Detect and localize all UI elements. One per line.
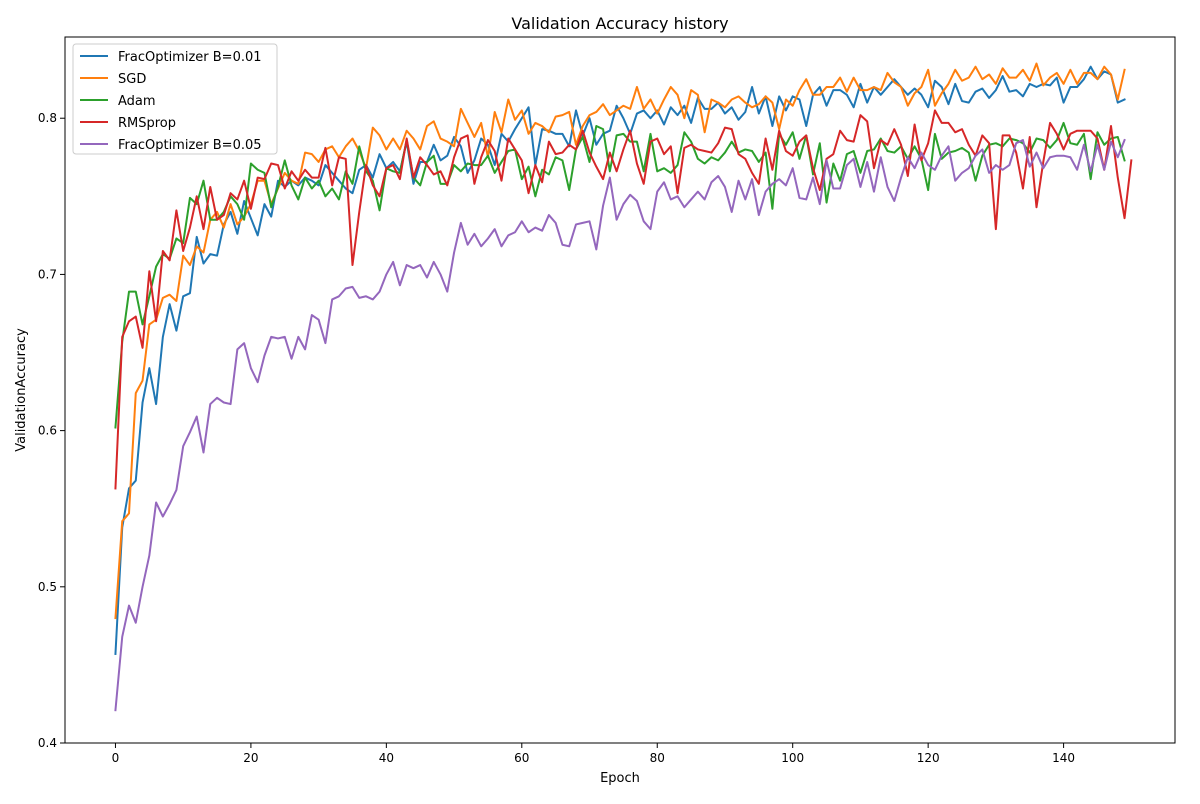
series-layer: [114, 62, 1133, 712]
legend-label-3: RMSprop: [118, 116, 176, 131]
y-axis-label: ValidationAccuracy: [14, 328, 29, 452]
x-tick-label: 140: [1052, 751, 1075, 765]
series-line-1: [114, 62, 1126, 620]
plot-area-frame: [64, 36, 1176, 744]
y-tick-label: 0.6: [38, 424, 57, 438]
legend-label-4: FracOptimizer B=0.05: [118, 138, 262, 153]
series-line-4: [114, 138, 1126, 712]
x-tick-label: 0: [112, 751, 120, 765]
legend-label-2: Adam: [118, 94, 156, 109]
x-tick-label: 40: [379, 751, 394, 765]
y-tick-label: 0.7: [38, 267, 57, 281]
chart-title: Validation Accuracy history: [511, 14, 728, 33]
x-axis-ticks: 0 20 40 60 80 100 120 140: [112, 743, 1075, 765]
legend-label-1: SGD: [118, 72, 146, 87]
y-tick-label: 0.4: [38, 736, 57, 750]
x-tick-label: 120: [917, 751, 940, 765]
series-line-3: [114, 109, 1133, 490]
y-axis-ticks: 0.4 0.5 0.6 0.7 0.8: [38, 111, 65, 750]
y-tick-label: 0.5: [38, 580, 57, 594]
x-tick-label: 20: [243, 751, 258, 765]
x-tick-label: 60: [514, 751, 529, 765]
legend: FracOptimizer B=0.01 SGD Adam RMSprop FracOp…: [72, 43, 278, 155]
x-axis-label: Epoch: [600, 771, 640, 786]
x-tick-label: 80: [650, 751, 665, 765]
legend-box: [72, 43, 278, 155]
legend-label-0: FracOptimizer B=0.01: [118, 50, 262, 65]
y-tick-label: 0.8: [38, 111, 57, 125]
series-line-2: [114, 121, 1126, 429]
x-tick-label: 100: [781, 751, 804, 765]
